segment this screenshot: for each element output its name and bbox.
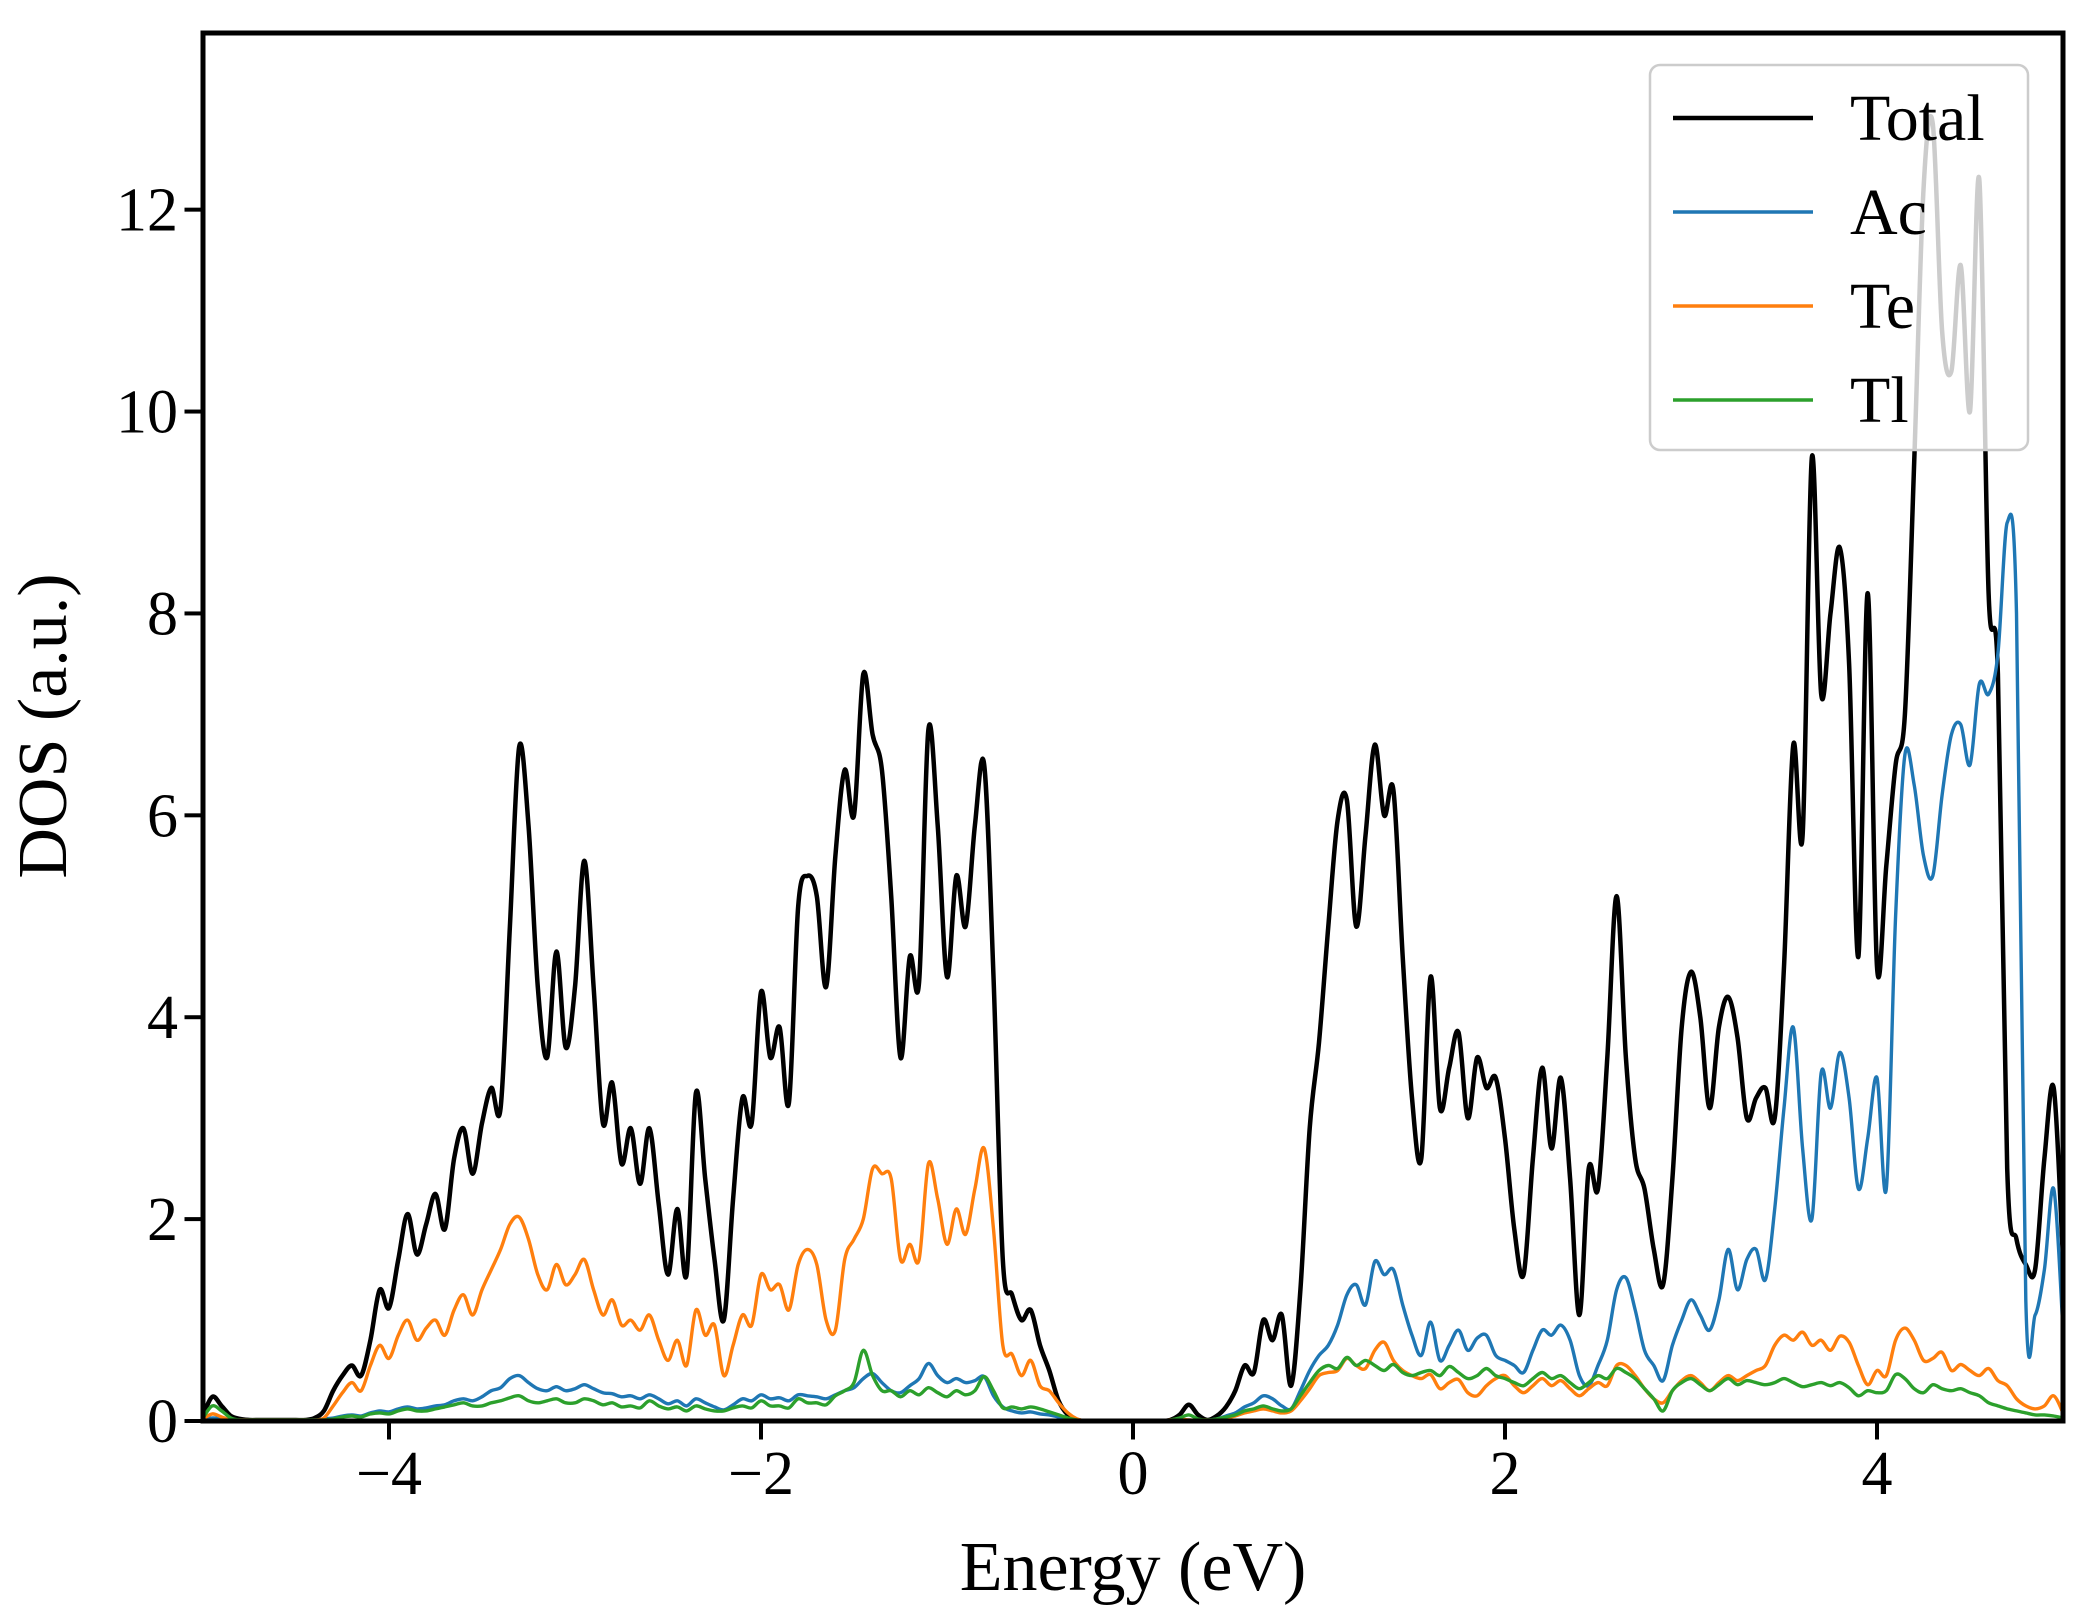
series-line-total (200, 114, 2066, 1424)
y-tick-label: 10 (116, 379, 178, 447)
x-tick-label: 0 (1118, 1440, 1149, 1508)
legend-item-total: Total (1673, 82, 1985, 155)
legend-label: Tl (1850, 364, 1909, 437)
y-tick-label: 6 (147, 782, 178, 850)
y-axis-title: DOS (a.u.) (5, 573, 82, 879)
legend-item-tl: Tl (1673, 364, 1909, 437)
x-tick-label: 4 (1862, 1440, 1893, 1508)
legend-box (1648, 63, 2030, 452)
y-tick-label: 2 (147, 1186, 178, 1254)
legend: Total Ac Te Tl (1648, 63, 2030, 452)
y-tick-label: 4 (147, 984, 178, 1052)
legend-label: Te (1850, 270, 1915, 343)
x-axis-title: Energy (eV) (959, 1529, 1307, 1606)
legend-item-ac: Ac (1673, 176, 1927, 249)
y-tick-label: 8 (147, 580, 178, 648)
x-tick-label: −2 (728, 1440, 794, 1508)
x-tick-label: −4 (356, 1440, 422, 1508)
legend-label: Ac (1850, 176, 1927, 249)
legend-item-te: Te (1673, 270, 1915, 343)
plot-border (200, 30, 2066, 1424)
x-axis: −4 −2 0 2 4 (356, 1423, 1893, 1508)
x-tick-label: 2 (1490, 1440, 1521, 1508)
legend-label: Total (1850, 82, 1985, 155)
y-tick-label: 0 (147, 1388, 178, 1456)
y-tick-label: 12 (116, 177, 178, 245)
series-line-tl (201, 1348, 2065, 1423)
y-axis: 0 2 4 6 8 10 12 (116, 177, 201, 1456)
